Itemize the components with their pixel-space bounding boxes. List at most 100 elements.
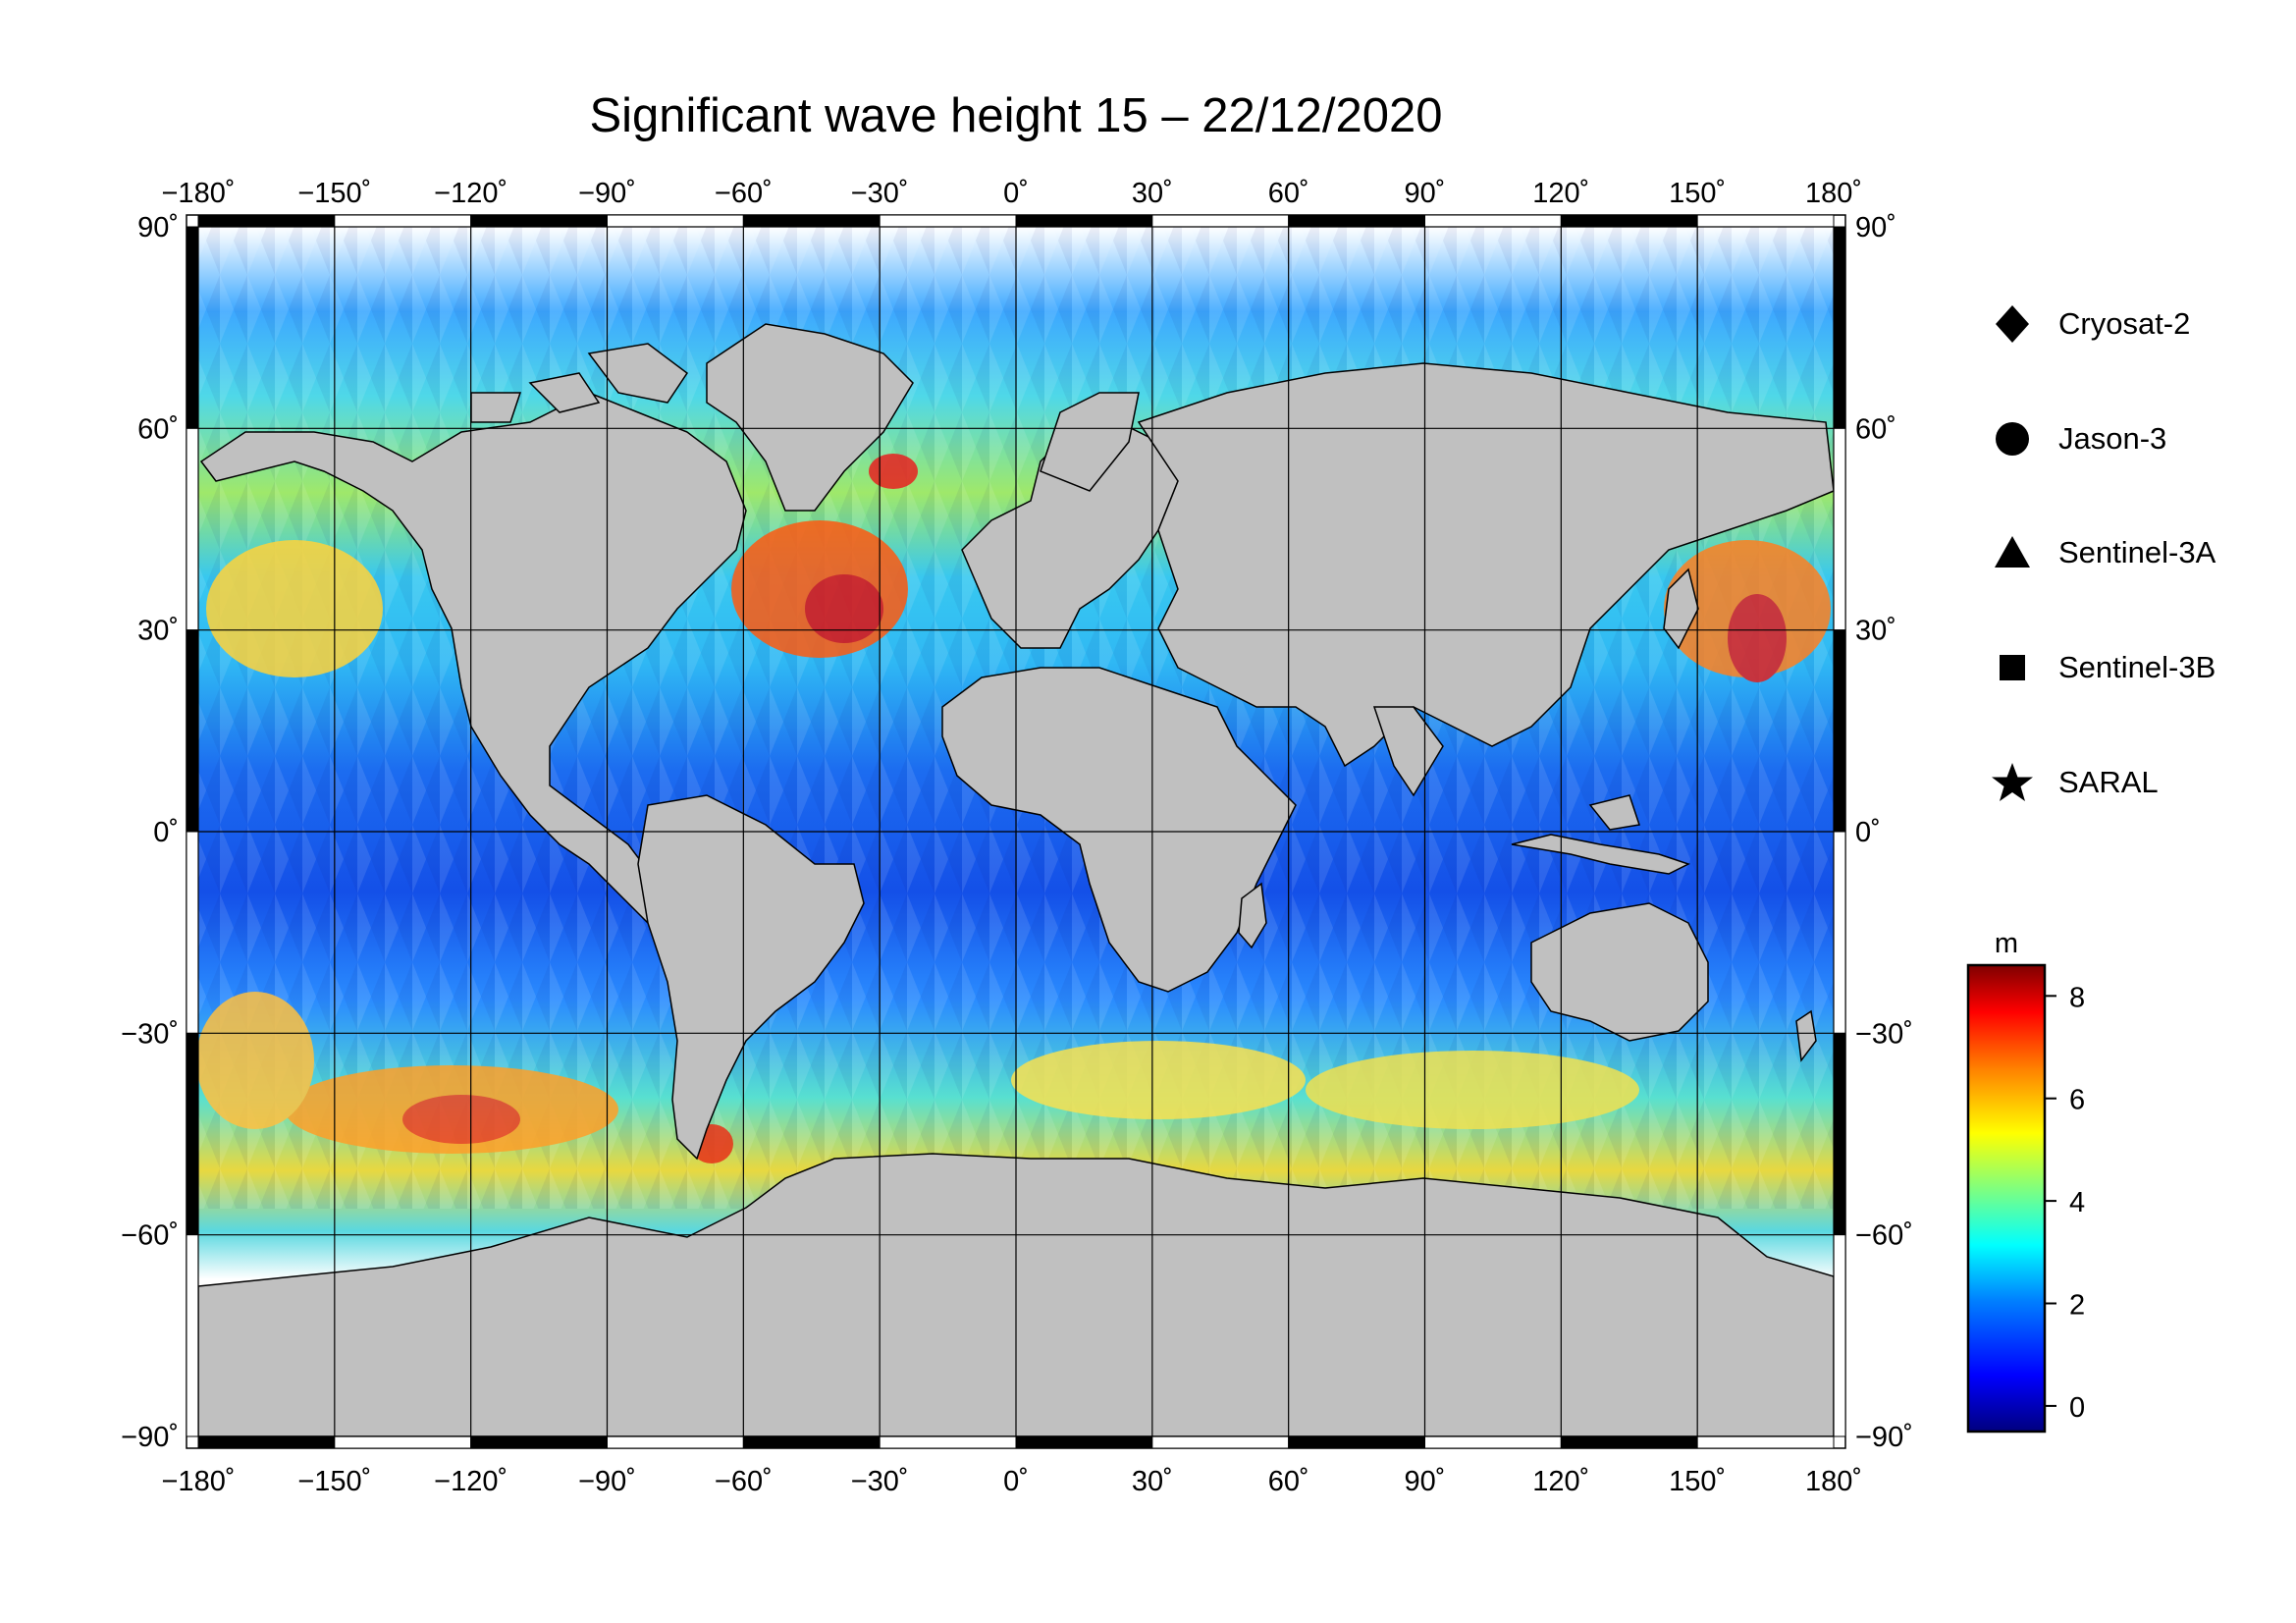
frame-bar-right: [1833, 1234, 1846, 1437]
lat-tick-label-left: −30˚: [121, 1018, 179, 1050]
frame-bar-bottom: [197, 1435, 336, 1449]
diamond-icon: [1988, 299, 2037, 349]
frame-bar-left: [186, 1032, 199, 1236]
colorbar: m 0 2 4 6 8: [1966, 928, 2085, 1434]
legend-item: Jason-3: [1988, 414, 2166, 463]
frame-bar-top: [1424, 214, 1562, 228]
lon-tick-label-top: 180˚: [1805, 178, 1862, 209]
south-pacific-west-high: [198, 992, 314, 1129]
circle-icon: [1988, 414, 2037, 463]
frame-bar-bottom: [1560, 1435, 1698, 1449]
lon-tick-label-bottom: −150˚: [297, 1466, 371, 1497]
lat-tick-label-right: 60˚: [1855, 413, 1896, 445]
frame-bar-left: [186, 629, 199, 833]
north-pacific-west-core: [1728, 594, 1787, 682]
iceland-high: [869, 454, 918, 489]
lat-tick-labels-right: 90˚ 60˚ 30˚ 0˚ −30˚ −60˚ −90˚: [1855, 212, 1913, 1453]
frame-bar-bottom: [1151, 1435, 1290, 1449]
lat-tick-label-right: −60˚: [1855, 1220, 1913, 1252]
colorbar-unit: m: [1995, 928, 2018, 959]
south-indian-high: [1306, 1051, 1639, 1129]
legend-item: Sentinel-3B: [1988, 643, 2216, 692]
lon-tick-label-top: 30˚: [1132, 178, 1173, 209]
lon-tick-label-bottom: −120˚: [434, 1466, 507, 1497]
lon-tick-label-bottom: −180˚: [162, 1466, 236, 1497]
frame-bar-right: [1833, 629, 1846, 833]
lon-tick-label-top: −30˚: [851, 178, 909, 209]
lon-tick-label-top: 120˚: [1532, 178, 1589, 209]
south-atlantic-high: [1011, 1041, 1306, 1119]
frame-bar-left: [186, 427, 199, 631]
legend-label: SARAL: [2058, 765, 2159, 799]
lon-tick-labels-top: −180˚ −150˚ −120˚ −90˚ −60˚ −30˚ 0˚ 30˚ 60˚ 90˚ 12…: [162, 178, 1863, 209]
star-icon: [1988, 758, 2037, 807]
new-zealand: [1795, 1009, 1817, 1062]
frame-bar-top: [334, 214, 472, 228]
frame-bar-bottom: [1696, 1435, 1835, 1449]
frame-bar-right: [1833, 831, 1846, 1034]
india: [1372, 706, 1444, 797]
lat-tick-label-left: 30˚: [137, 616, 179, 647]
lon-tick-label-bottom: −60˚: [715, 1466, 773, 1497]
frame-bar-bottom: [879, 1435, 1017, 1449]
north-atlantic-core: [805, 574, 883, 643]
southern-pacific-core: [402, 1095, 520, 1144]
colorbar-tick-label: 6: [2069, 1085, 2085, 1116]
legend-item: SARAL: [1988, 758, 2159, 807]
triangle-icon: [1988, 528, 2037, 577]
frame-bar-bottom: [1288, 1435, 1425, 1449]
legend-label: Cryosat-2: [2058, 306, 2191, 341]
lon-tick-label-bottom: −30˚: [851, 1466, 909, 1497]
north-america: [199, 392, 747, 924]
frame-bar-bottom: [334, 1435, 472, 1449]
frame-bar-top: [1015, 214, 1153, 228]
australia: [1530, 902, 1709, 1042]
lon-tick-label-top: −90˚: [578, 178, 636, 209]
frame-bar-right: [1833, 1032, 1846, 1236]
lon-tick-label-top: 90˚: [1405, 178, 1446, 209]
frame-bar-top: [1696, 214, 1835, 228]
lat-tick-label-right: 0˚: [1855, 817, 1881, 848]
lon-tick-label-bottom: 180˚: [1805, 1466, 1862, 1497]
lon-tick-label-top: 60˚: [1268, 178, 1309, 209]
lon-tick-label-top: −120˚: [434, 178, 507, 209]
colorbar-fill: [1966, 963, 2047, 1434]
frame-bar-left: [186, 226, 199, 429]
lon-tick-label-bottom: 150˚: [1669, 1466, 1726, 1497]
lon-tick-label-bottom: 60˚: [1268, 1466, 1309, 1497]
frame-bar-top: [1288, 214, 1425, 228]
madagascar: [1238, 882, 1267, 949]
africa: [941, 667, 1297, 993]
frame-bar-bottom: [742, 1435, 881, 1449]
lat-tick-label-right: 30˚: [1855, 616, 1896, 647]
asia: [1137, 362, 1834, 768]
south-america: [637, 794, 865, 1161]
lon-tick-label-top: 0˚: [1003, 178, 1029, 209]
lat-tick-label-right: −30˚: [1855, 1018, 1913, 1050]
japan: [1663, 568, 1699, 650]
lon-tick-label-top: 150˚: [1669, 178, 1726, 209]
lon-tick-label-bottom: 90˚: [1405, 1466, 1446, 1497]
lon-tick-label-bottom: 0˚: [1003, 1466, 1029, 1497]
lat-tick-labels-left: 90˚ 60˚ 30˚ 0˚ −30˚ −60˚ −90˚: [121, 212, 179, 1453]
legend-label: Jason-3: [2058, 421, 2167, 456]
lon-tick-label-bottom: 30˚: [1132, 1466, 1173, 1497]
lat-tick-label-left: 90˚: [137, 212, 179, 243]
lon-tick-label-bottom: −90˚: [578, 1466, 636, 1497]
frame-bar-top: [879, 214, 1017, 228]
scandinavia: [1040, 392, 1140, 492]
lat-tick-label-right: 90˚: [1855, 212, 1896, 243]
colorbar-tick-label: 4: [2069, 1187, 2085, 1218]
lat-tick-label-left: 60˚: [137, 413, 179, 445]
lon-tick-labels-bottom: −180˚ −150˚ −120˚ −90˚ −60˚ −30˚ 0˚ 30˚ 60˚ 90˚ 12…: [162, 1466, 1863, 1497]
frame-bar-top: [607, 214, 744, 228]
lat-tick-label-left: −90˚: [121, 1422, 179, 1453]
gridlines: [197, 226, 1835, 1437]
frame-bar-top: [1560, 214, 1698, 228]
lat-tick-label-left: 0˚: [153, 817, 179, 848]
lon-tick-label-top: −60˚: [715, 178, 773, 209]
north-pacific-east-high: [206, 540, 383, 677]
indonesia: [1511, 794, 1690, 875]
colorbar-tick-label: 0: [2069, 1392, 2085, 1424]
